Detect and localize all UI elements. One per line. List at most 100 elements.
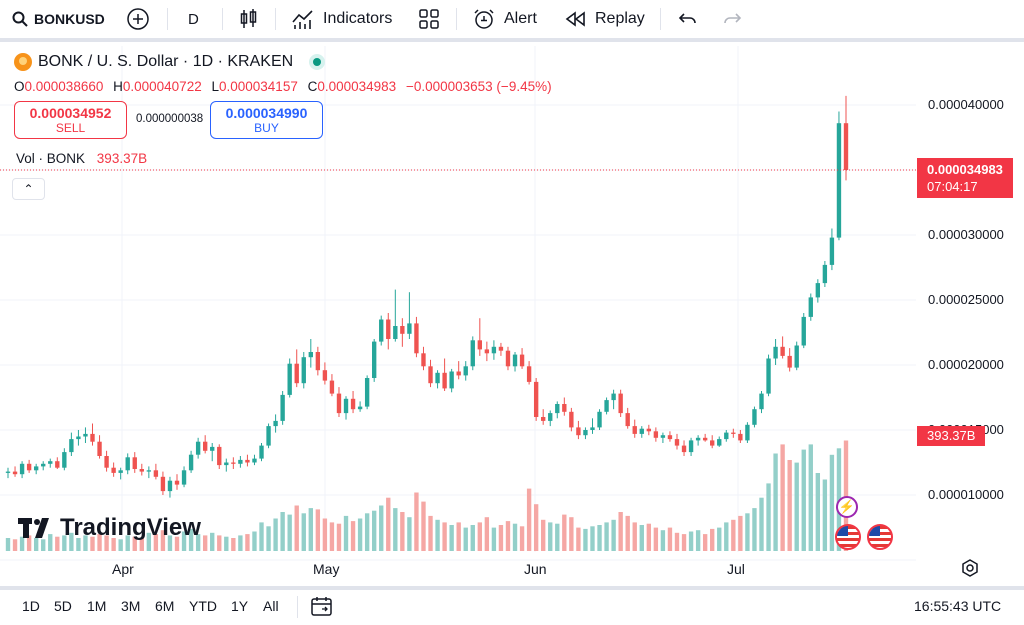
chart-type-button[interactable] — [240, 0, 258, 38]
range-5d[interactable]: 5D — [54, 598, 72, 614]
symbol-name: BONKUSD — [34, 11, 105, 27]
candle-up — [604, 400, 609, 412]
range-all[interactable]: All — [263, 598, 279, 614]
candle-up — [555, 404, 560, 414]
candle-up — [808, 297, 813, 317]
volume-bar — [181, 531, 187, 551]
candle-up — [41, 463, 46, 467]
candle-up — [724, 432, 729, 440]
candle-down — [428, 366, 433, 384]
volume-bar — [604, 522, 609, 551]
go-to-date-button[interactable] — [311, 596, 333, 621]
volume-bar — [90, 536, 95, 551]
candle-up — [5, 471, 11, 473]
open-key: O — [14, 79, 25, 94]
candle-down — [174, 480, 180, 485]
volume-bar — [364, 513, 370, 551]
volume-bar — [745, 513, 750, 551]
candle-up — [372, 341, 377, 378]
symbol-legend[interactable]: BONK / U. S. Dollar · 1D · KRAKEN — [14, 53, 326, 71]
volume-bar — [660, 530, 666, 551]
volume-bar — [48, 534, 53, 551]
sell-button[interactable]: 0.000034952 SELL — [14, 101, 127, 139]
candle-up — [364, 378, 370, 407]
compare-button[interactable] — [126, 0, 150, 38]
utc-clock[interactable]: 16:55:43 UTC — [914, 598, 1002, 614]
candle-up — [224, 462, 229, 466]
bonk-logo-icon — [14, 53, 32, 71]
divider — [456, 8, 457, 30]
candle-down — [329, 380, 335, 394]
volume-bar — [667, 527, 673, 551]
undo-button[interactable] — [678, 0, 698, 38]
spread-value: 0.000000038 — [136, 113, 204, 125]
candle-up — [287, 363, 292, 395]
collapse-legend-button[interactable]: ⌃ — [12, 178, 45, 200]
volume-bar — [653, 527, 659, 551]
redo-button[interactable] — [722, 0, 742, 38]
calendar-icon — [311, 597, 332, 616]
us-flag-icon[interactable] — [867, 524, 893, 550]
volume-tag: 393.37B — [917, 426, 985, 446]
volume-bar — [111, 538, 116, 551]
high-key: H — [113, 79, 123, 94]
interval-button[interactable]: D — [188, 10, 199, 28]
volume-bar — [815, 473, 821, 551]
range-1m[interactable]: 1M — [87, 598, 107, 614]
lightning-icon[interactable]: ⚡ — [836, 496, 858, 518]
candle-down — [674, 439, 680, 446]
replay-button[interactable]: Replay — [565, 0, 645, 38]
close-value: 0.000034983 — [317, 79, 397, 94]
candle-down — [139, 469, 144, 472]
us-flag-icon[interactable] — [835, 524, 861, 550]
last-price-tag: 0.000034983 07:04:17 — [917, 158, 1013, 198]
candle-up — [597, 411, 602, 428]
range-1d[interactable]: 1D — [22, 598, 40, 614]
buy-button[interactable]: 0.000034990 BUY — [210, 101, 323, 139]
volume-bar — [167, 535, 173, 551]
candle-up — [62, 452, 67, 468]
candle-down — [477, 340, 482, 350]
candle-down — [322, 370, 328, 381]
range-1y[interactable]: 1Y — [231, 598, 249, 614]
candle-up — [33, 466, 39, 471]
sell-label: SELL — [55, 121, 86, 135]
volume-bar — [210, 532, 215, 551]
volume-value: 393.37B — [96, 151, 148, 166]
candle-up — [815, 283, 821, 298]
range-6m[interactable]: 6M — [155, 598, 175, 614]
candle-up — [463, 366, 468, 376]
layouts-button[interactable] — [419, 0, 439, 38]
symbol-search[interactable]: BONKUSD — [12, 0, 106, 38]
divider — [660, 8, 661, 30]
candle-up — [195, 441, 201, 455]
candle-up — [717, 439, 722, 446]
candle-down — [562, 404, 567, 412]
range-ytd[interactable]: YTD — [189, 598, 217, 614]
bottom-toolbar — [0, 586, 1024, 625]
volume-bar — [252, 531, 257, 551]
alert-button[interactable]: Alert — [472, 0, 537, 38]
candle-up — [407, 323, 412, 334]
candle-down — [843, 123, 849, 170]
volume-bar — [695, 530, 701, 551]
volume-bar — [801, 449, 806, 551]
indicators-button[interactable]: Indicators — [291, 0, 392, 38]
tradingview-logo[interactable]: TradingView — [18, 514, 201, 542]
candle-down — [202, 441, 208, 451]
chart-settings-button[interactable] — [961, 559, 979, 582]
volume-bar — [618, 512, 623, 551]
low-value: 0.000034157 — [219, 79, 298, 94]
volume-bar — [702, 534, 708, 551]
volume-legend[interactable]: Vol · BONK 393.37B — [16, 151, 147, 166]
candle-down — [484, 349, 490, 354]
candle-up — [280, 394, 285, 421]
volume-bar — [372, 510, 377, 551]
candle-up — [259, 445, 264, 459]
volume-bar — [12, 539, 18, 551]
candle-up — [548, 413, 553, 421]
volume-bar — [576, 527, 581, 551]
range-3m[interactable]: 3M — [121, 598, 141, 614]
volume-bar — [632, 522, 637, 551]
